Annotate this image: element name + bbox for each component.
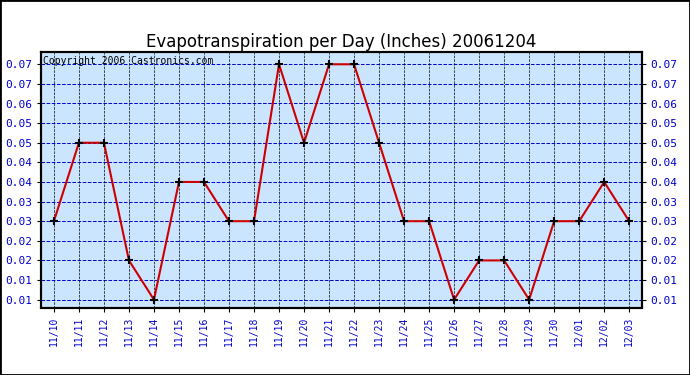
Title: Evapotranspiration per Day (Inches) 20061204: Evapotranspiration per Day (Inches) 2006… (146, 33, 537, 51)
Text: Copyright 2006 Castronics.com: Copyright 2006 Castronics.com (43, 56, 213, 66)
